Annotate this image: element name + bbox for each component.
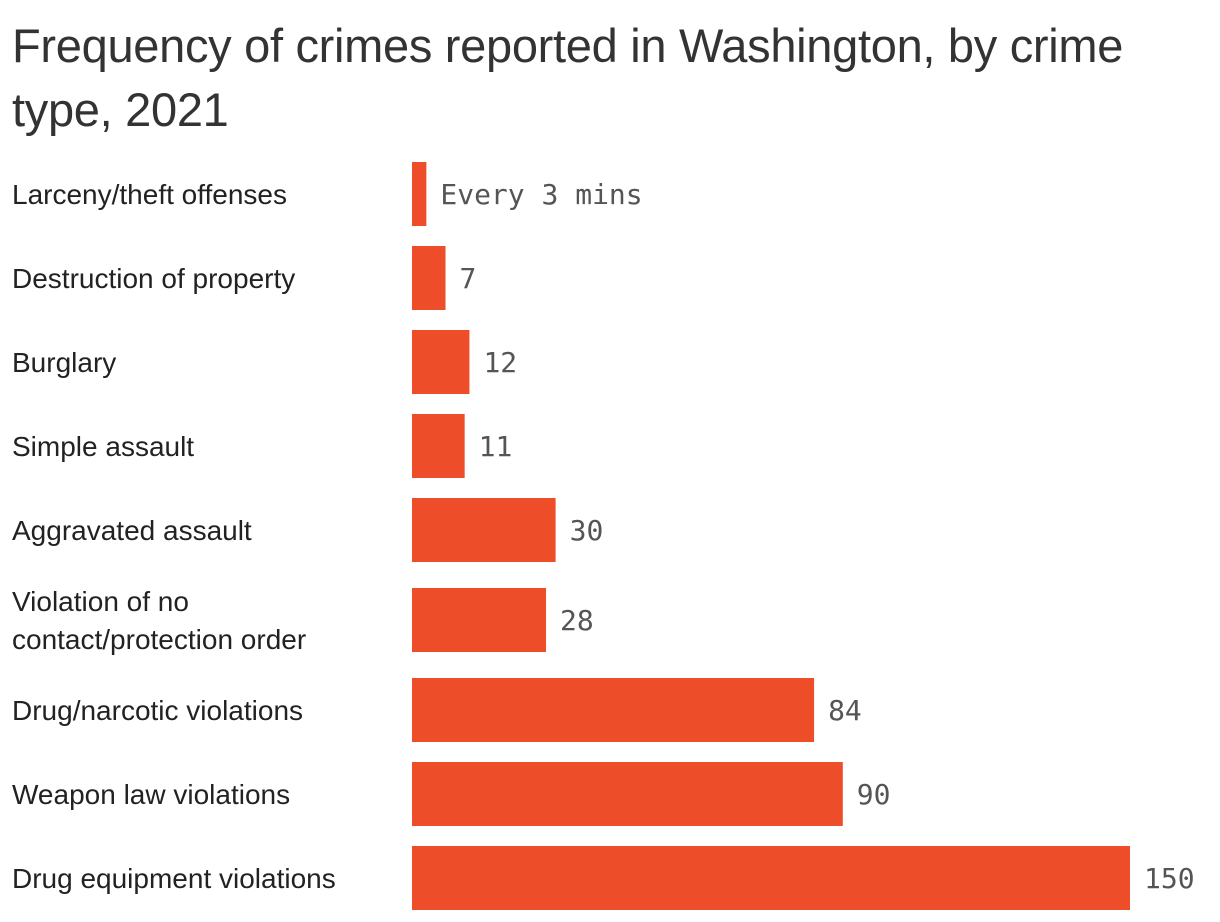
bar-6 (412, 678, 815, 742)
value-label: 12 (483, 346, 517, 379)
bar-4 (412, 498, 556, 562)
bar-7 (412, 762, 843, 826)
value-label: 30 (570, 514, 604, 547)
bar-5 (412, 588, 547, 652)
category-label: Violation of no contact/protection order (12, 586, 306, 655)
category-label: Burglary (12, 347, 116, 378)
category-label: Larceny/theft offenses (12, 179, 287, 210)
value-label: 11 (479, 430, 513, 463)
value-label: Every 3 mins (440, 178, 642, 211)
category-label: Simple assault (12, 431, 194, 462)
chart-title: Frequency of crimes reported in Washingt… (12, 19, 1124, 136)
category-label: Destruction of property (12, 263, 295, 294)
category-label: Weapon law violations (12, 779, 290, 810)
category-label: Aggravated assault (12, 515, 252, 546)
bar-2 (412, 330, 470, 394)
bar-8 (412, 846, 1130, 910)
value-label: 150 (1144, 862, 1195, 895)
category-label: Drug equipment violations (12, 863, 336, 894)
bar-3 (412, 414, 465, 478)
value-label: 28 (560, 604, 594, 637)
category-label: Drug/narcotic violations (12, 695, 303, 726)
value-label: 90 (857, 778, 891, 811)
bar-1 (412, 246, 446, 310)
value-label: 84 (828, 694, 862, 727)
bar-0 (412, 162, 427, 226)
value-label: 7 (460, 262, 477, 295)
